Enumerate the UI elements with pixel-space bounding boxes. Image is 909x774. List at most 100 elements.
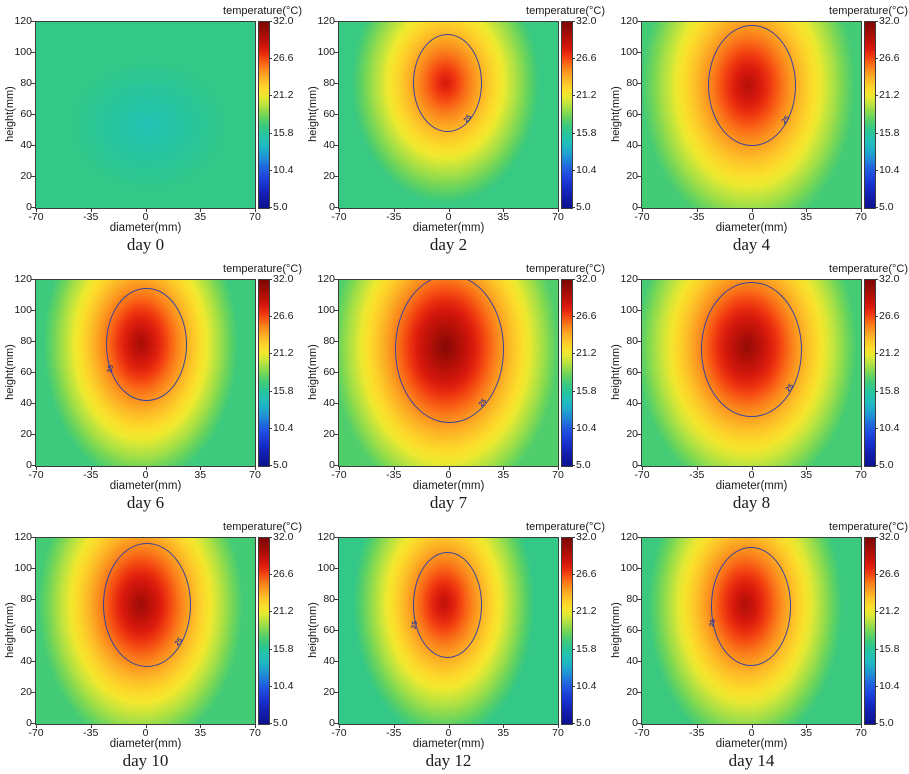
y-tick-mark xyxy=(334,372,338,373)
y-tick-label: 40 xyxy=(626,139,638,151)
x-tick-label: 70 xyxy=(552,211,564,223)
colorbar-tick-label: 5.0 xyxy=(273,201,288,213)
y-tick-label: 60 xyxy=(20,108,32,120)
y-tick-mark xyxy=(637,537,641,538)
x-tick-mark xyxy=(696,466,698,470)
colorbar-tick-mark xyxy=(269,648,272,650)
colorbar-tick-mark xyxy=(269,169,272,171)
x-tick-label: 35 xyxy=(800,469,813,481)
y-tick-label: 20 xyxy=(626,170,638,182)
colorbar-tick-label: 10.4 xyxy=(879,421,900,434)
colorbar-tick-mark xyxy=(269,353,272,355)
colorbar-tick-mark xyxy=(875,132,878,134)
x-axis-title: diameter(mm) xyxy=(715,222,788,234)
colorbar-tick-mark xyxy=(875,353,878,355)
x-tick-label: -70 xyxy=(331,469,347,481)
y-tick-mark xyxy=(31,599,35,600)
colorbar-tick-mark xyxy=(572,316,575,318)
colorbar-tick-mark xyxy=(572,685,575,687)
y-tick-label: 120 xyxy=(317,531,335,543)
x-tick-mark xyxy=(255,466,256,470)
x-tick-mark xyxy=(145,724,147,728)
subplot-day-0: 120 100 80 60 40 20 0 -70 -35 0 35 70 height(mm) diam… xyxy=(0,0,303,258)
x-tick-label: 0 xyxy=(748,211,755,223)
colorbar-tick-mark xyxy=(269,207,272,208)
y-tick-label: 0 xyxy=(26,717,32,729)
x-tick-label: -35 xyxy=(83,469,99,481)
y-tick-mark xyxy=(637,372,641,373)
y-tick-label: 120 xyxy=(620,273,638,285)
y-tick-mark xyxy=(334,279,338,280)
colorbar-tick-mark xyxy=(875,279,878,280)
x-tick-mark xyxy=(806,724,808,728)
y-tick-mark xyxy=(637,83,641,84)
y-tick-mark xyxy=(637,434,641,435)
colorbar-tick-label: 15.8 xyxy=(273,384,294,397)
x-tick-label: -35 xyxy=(386,727,402,739)
x-tick-label: 0 xyxy=(142,727,149,739)
colorbar-tick-mark xyxy=(875,648,878,650)
colorbar xyxy=(561,21,573,209)
y-tick-mark xyxy=(637,403,641,404)
colorbar-tick-mark xyxy=(572,427,575,429)
y-tick-mark xyxy=(334,52,338,53)
subplot-caption: day 8 xyxy=(732,493,771,512)
colorbar-title: temperature(°C) xyxy=(829,5,908,17)
colorbar-tick-label: 26.6 xyxy=(576,52,597,65)
colorbar-tick-label: 21.2 xyxy=(879,347,900,360)
y-tick-mark xyxy=(31,630,35,631)
x-tick-mark xyxy=(861,724,862,728)
colorbar-tick-mark xyxy=(875,21,878,22)
x-tick-label: 70 xyxy=(249,211,261,223)
y-tick-mark xyxy=(31,537,35,538)
y-tick-mark xyxy=(637,568,641,569)
y-tick-mark xyxy=(334,341,338,342)
heatmap-day-2: 25 xyxy=(338,21,559,209)
x-tick-mark xyxy=(806,208,808,212)
y-tick-label: 60 xyxy=(20,366,32,378)
colorbar-tick-mark xyxy=(875,465,878,466)
x-tick-mark xyxy=(642,466,643,470)
contour-line-25 xyxy=(707,25,796,147)
subplot-caption: day 12 xyxy=(425,751,472,770)
x-axis-title: diameter(mm) xyxy=(412,738,485,750)
y-tick-label: 80 xyxy=(20,335,32,347)
x-tick-label: 35 xyxy=(497,211,510,223)
heatmap-day-7: 25 xyxy=(338,279,559,467)
heatmap-day-10: 25 xyxy=(35,537,256,725)
contour-line-25 xyxy=(102,542,191,668)
y-axis-title: height(mm) xyxy=(307,344,319,400)
y-tick-mark xyxy=(334,114,338,115)
y-tick-label: 40 xyxy=(323,139,335,151)
y-axis-title: height(mm) xyxy=(610,602,622,658)
y-tick-label: 0 xyxy=(632,201,638,213)
x-tick-mark xyxy=(751,208,753,212)
x-tick-label: 0 xyxy=(445,211,452,223)
colorbar-tick-label: 32.0 xyxy=(879,273,900,285)
colorbar-title: temperature(°C) xyxy=(223,263,302,275)
x-tick-mark xyxy=(448,466,450,470)
colorbar-tick-label: 32.0 xyxy=(576,531,597,543)
x-tick-mark xyxy=(393,724,395,728)
colorbar-tick-label: 15.8 xyxy=(879,384,900,397)
subplot-caption: day 2 xyxy=(429,235,468,254)
x-tick-label: -35 xyxy=(386,211,402,223)
x-tick-label: 0 xyxy=(142,211,149,223)
x-tick-label: -35 xyxy=(689,469,705,481)
y-tick-label: 20 xyxy=(323,170,335,182)
colorbar-tick-mark xyxy=(875,574,878,576)
colorbar-tick-label: 21.2 xyxy=(273,605,294,618)
x-tick-mark xyxy=(36,466,37,470)
colorbar-tick-mark xyxy=(572,132,575,134)
y-tick-label: 120 xyxy=(317,273,335,285)
colorbar-tick-mark xyxy=(572,95,575,97)
colorbar-tick-mark xyxy=(269,95,272,97)
colorbar-tick-mark xyxy=(572,537,575,538)
x-tick-mark xyxy=(90,208,92,212)
x-tick-mark xyxy=(642,208,643,212)
y-tick-label: 0 xyxy=(26,201,32,213)
colorbar-tick-label: 10.4 xyxy=(576,421,597,434)
y-tick-label: 120 xyxy=(14,273,32,285)
y-tick-label: 100 xyxy=(620,46,638,58)
